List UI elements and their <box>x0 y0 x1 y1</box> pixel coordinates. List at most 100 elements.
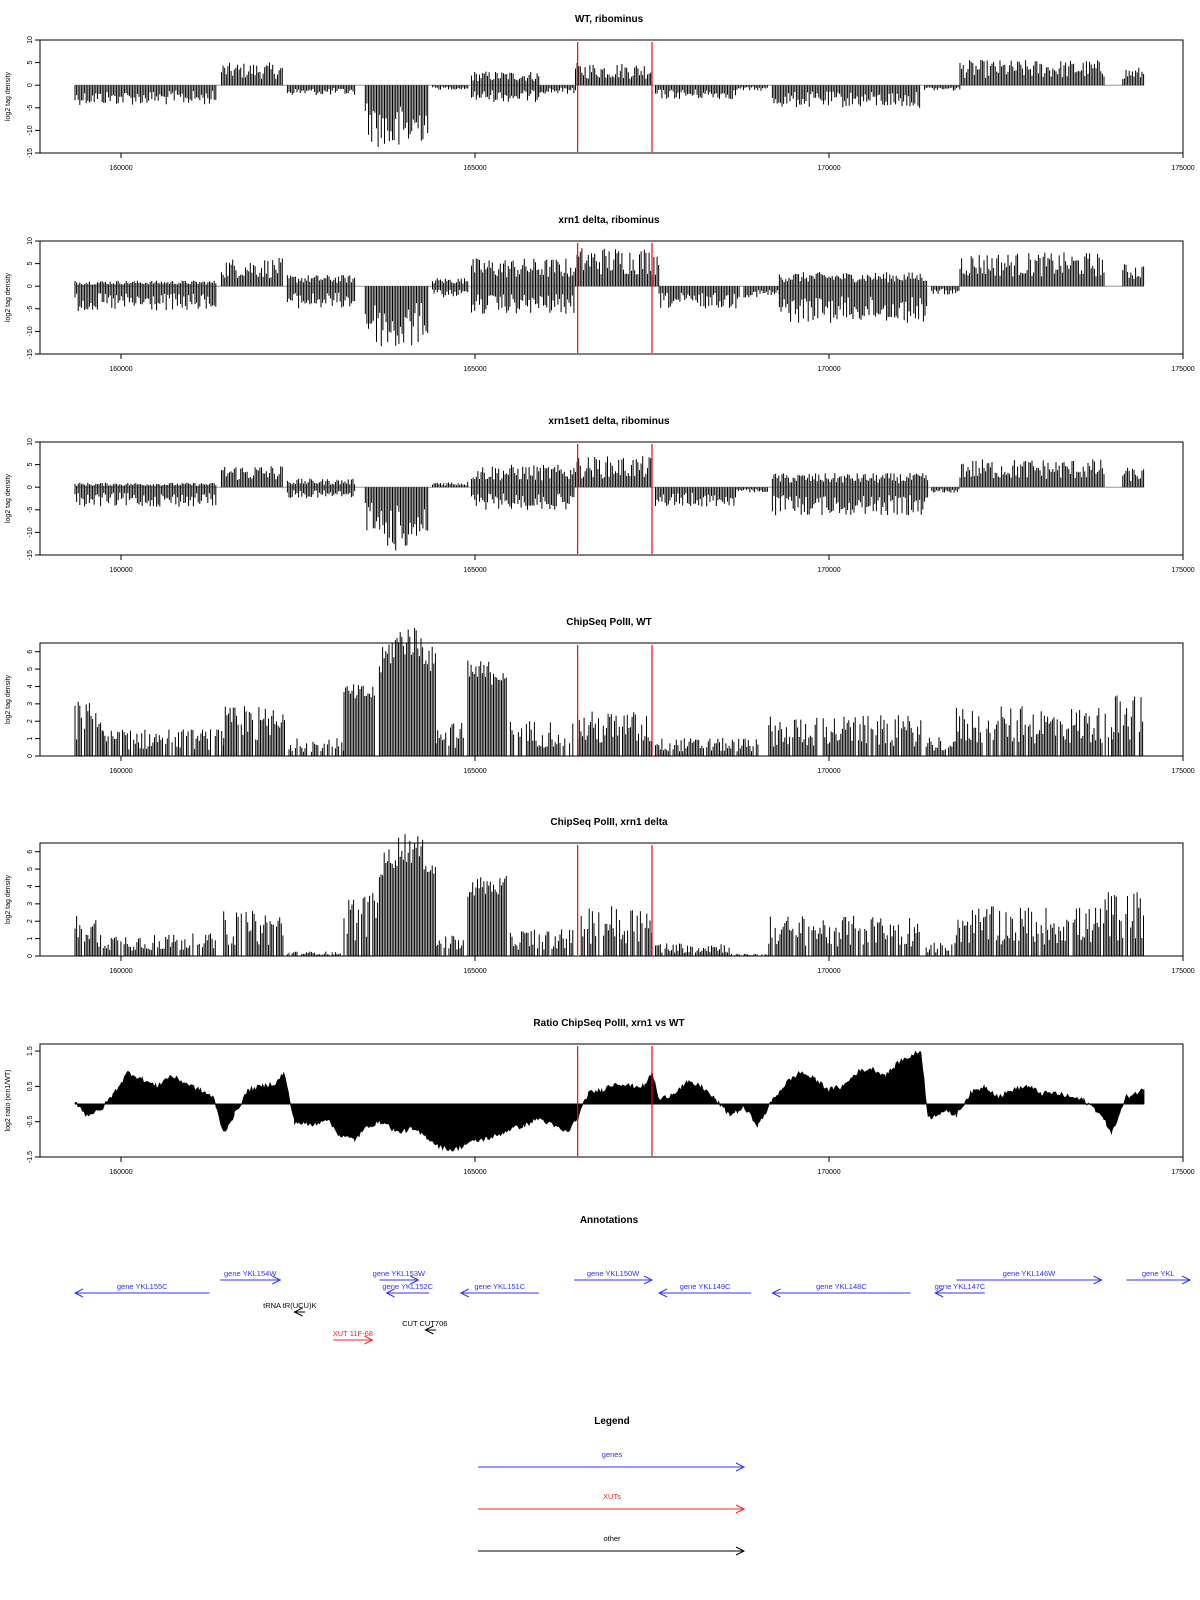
signal-segment-14 <box>778 286 928 323</box>
signal-segment-15 <box>778 272 928 287</box>
y-tick-label: 5 <box>27 667 34 671</box>
signal-segment-7 <box>432 278 469 287</box>
signal-segment-2 <box>102 729 224 756</box>
y-tick-label: -15 <box>27 550 34 560</box>
signal-segment-8 <box>467 660 507 756</box>
track-panel-1: WT, ribominus -15 -10 -5 0 5 10 log2 tag densit… <box>5 14 1195 172</box>
y-tick-label: 0 <box>27 954 34 958</box>
x-tick-label: 170000 <box>817 768 840 775</box>
arrowhead-icon <box>385 1288 395 1298</box>
signal-segment-8 <box>467 876 507 956</box>
signal-segment-12 <box>736 487 768 493</box>
y-tick-label: 0 <box>27 754 34 758</box>
signal-segment-2 <box>102 933 216 956</box>
signal-segment-8 <box>432 286 469 298</box>
feature-cut-cut706: CUT CUT706 <box>402 1319 447 1335</box>
arrowhead-icon <box>735 1504 746 1514</box>
y-tick-label: 1 <box>27 937 34 941</box>
signal-segment-6 <box>378 834 436 956</box>
arrowhead-icon <box>293 1307 303 1317</box>
panel-title: xrn1set1 delta, ribominus <box>548 416 670 427</box>
signal-segment-7 <box>471 85 540 102</box>
y-tick-label: 6 <box>27 850 34 854</box>
track-data <box>74 628 1144 756</box>
y-tick-label: 1 <box>27 737 34 741</box>
x-tick-label: 170000 <box>817 968 840 975</box>
x-tick-label: 170000 <box>817 1169 840 1176</box>
feature-label: gene YKL155C <box>117 1282 168 1291</box>
x-tick-label: 165000 <box>463 366 486 373</box>
x-tick-label: 175000 <box>1171 768 1194 775</box>
signal-segment-11 <box>655 943 730 956</box>
x-tick-label: 160000 <box>109 165 132 172</box>
arrowhead-icon <box>424 1325 434 1335</box>
signal-segment-12 <box>658 286 740 309</box>
signal-segment-15 <box>1122 67 1145 86</box>
annotations-panel: Annotations gene YKL155C gene YKL154W gene … <box>73 1215 1192 1345</box>
legend-entry-other: other <box>478 1534 746 1556</box>
signal-segment-16 <box>1104 892 1144 956</box>
x-tick-label: 170000 <box>817 165 840 172</box>
signal-segment-3 <box>221 466 283 488</box>
signal-segment-13 <box>771 487 929 516</box>
x-tick-label: 160000 <box>109 366 132 373</box>
signal-segment-16 <box>931 286 960 295</box>
arrowhead-icon <box>643 1275 654 1285</box>
y-tick-label: 4 <box>27 684 34 688</box>
ratio-area <box>74 1050 1145 1152</box>
feature-label: gene YKL146W <box>1003 1269 1056 1278</box>
signal-segment-15 <box>955 906 1105 956</box>
y-tick-label: 0.5 <box>27 1081 34 1091</box>
signal-segment-1 <box>74 487 217 507</box>
panel-title: ChipSeq PolII, WT <box>566 617 652 628</box>
y-tick-label: -15 <box>27 148 34 158</box>
y-axis-label: log2 tag density <box>5 874 12 924</box>
signal-segment-4 <box>288 738 344 756</box>
y-tick-label: 4 <box>27 884 34 888</box>
signal-segment-1 <box>74 286 217 312</box>
legend-panel: Legend genes XUTs other <box>478 1416 746 1556</box>
signal-segment-10 <box>577 711 652 756</box>
signal-segment-10 <box>471 286 575 314</box>
track-panel-4: ChipSeq PolII, WT 0 1 2 3 4 5 6 log2 tag density… <box>5 617 1195 775</box>
feature-gene-ykl149c: gene YKL149C <box>657 1282 752 1298</box>
feature-label: gene YKL154W <box>224 1269 277 1278</box>
y-tick-label: -10 <box>27 125 34 135</box>
legend-entry-xuts: XUTs <box>478 1492 746 1514</box>
x-tick-label: 160000 <box>109 768 132 775</box>
arrowhead-icon <box>934 1288 944 1298</box>
arrowhead-icon <box>657 1288 668 1298</box>
x-tick-label: 175000 <box>1171 165 1194 172</box>
y-axis-label: log2 tag density <box>5 674 12 724</box>
signal-segment-13 <box>925 737 956 756</box>
y-tick-label: -5 <box>27 306 34 312</box>
y-axis-label: log2 tag density <box>5 71 12 121</box>
x-tick-label: 175000 <box>1171 968 1194 975</box>
y-tick-label: -0.5 <box>27 1116 34 1128</box>
feature-label: XUT 11F-68 <box>333 1329 373 1338</box>
signal-segment-15 <box>931 487 960 493</box>
signal-segment-14 <box>959 60 1105 86</box>
feature-label: tRNA tR(UCU)K <box>263 1301 316 1310</box>
legend-title: Legend <box>594 1416 630 1427</box>
signal-segment-2 <box>74 482 217 488</box>
signal-segment-4 <box>286 487 356 499</box>
feature-label: gene YKL149C <box>680 1282 731 1291</box>
feature-label: gene YKL147C <box>935 1282 986 1291</box>
signal-segment-12 <box>729 953 769 956</box>
signal-segment-11 <box>736 85 768 91</box>
signal-segment-13 <box>768 915 920 956</box>
signal-segment-4 <box>286 275 356 287</box>
signal-segment-3 <box>223 911 284 956</box>
feature-gene-ykl146w: gene YKL146W <box>956 1269 1103 1285</box>
feature-gene-ykl: gene YKL <box>1126 1269 1192 1285</box>
y-tick-label: 10 <box>27 237 34 245</box>
signal-segment-5 <box>432 85 469 90</box>
y-tick-label: 6 <box>27 650 34 654</box>
plot-frame <box>39 39 1184 154</box>
y-axis-label: log2 tag density <box>5 272 12 322</box>
signal-segment-1 <box>74 701 103 756</box>
arrowhead-icon <box>73 1288 84 1298</box>
signal-segment-10 <box>580 906 653 956</box>
feature-label: gene YKL152C <box>382 1282 433 1291</box>
